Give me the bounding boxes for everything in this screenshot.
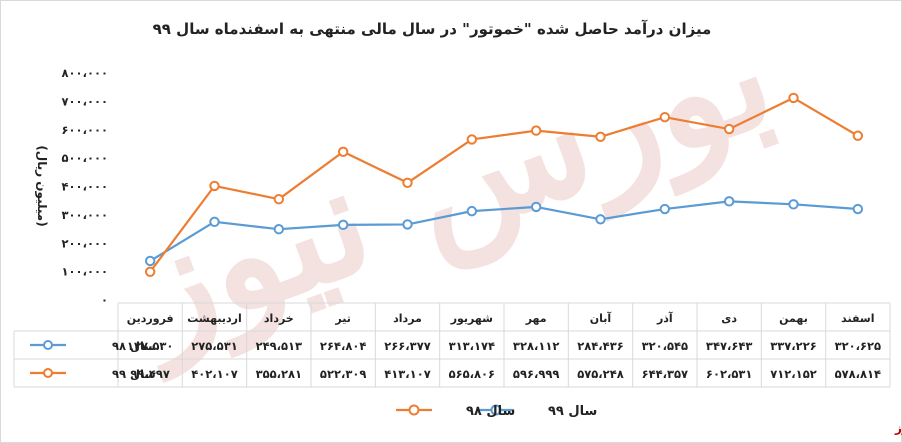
data-point — [402, 219, 413, 230]
data-point — [144, 266, 156, 277]
category-label: فروردین — [127, 312, 174, 325]
table-cell: ۲۴۹،۵۱۳ — [256, 339, 302, 353]
category-label: دی — [721, 312, 737, 325]
table-cell: ۵۲۲،۳۰۹ — [320, 367, 366, 381]
table-cell: ۳۱۳،۱۷۴ — [449, 339, 495, 353]
table-cell: ۶۴۴،۳۵۷ — [642, 367, 688, 381]
table-cell: ۲۸۴،۴۳۶ — [577, 339, 623, 353]
category-label: خرداد — [264, 312, 294, 325]
table-cell: ۵۶۵،۸۰۶ — [449, 367, 495, 381]
legend-marker — [490, 404, 502, 416]
data-point — [466, 134, 478, 145]
category-label: شهریور — [450, 312, 493, 325]
table-cell: ۳۲۸،۱۱۲ — [513, 339, 559, 353]
y-tick-label: ۳۰۰،۰۰۰ — [62, 208, 108, 222]
legend-label: سال ۹۸ — [466, 404, 515, 419]
data-point — [659, 203, 671, 215]
data-point — [852, 203, 864, 215]
y-tick-label: ۰ — [101, 293, 108, 307]
data-point — [466, 205, 478, 217]
table-cell: ۹۹،۴۹۷ — [130, 367, 169, 381]
table-cell: ۲۶۶،۳۷۷ — [384, 339, 430, 353]
data-point — [788, 92, 799, 104]
category-label: آبان — [590, 311, 612, 325]
data-point — [209, 180, 220, 192]
data-point — [273, 224, 285, 235]
data-point — [659, 111, 671, 123]
data-point — [595, 131, 606, 142]
y-tick-label: ۲۰۰،۰۰۰ — [62, 236, 108, 250]
source-label: بورس نیوز — [894, 421, 902, 436]
y-tick-label: ۴۰۰،۰۰۰ — [62, 180, 108, 194]
table-cell: ۶۰۲،۵۳۱ — [706, 367, 752, 381]
table-cell: ۳۴۷،۶۴۳ — [706, 339, 752, 353]
data-point — [337, 146, 349, 157]
y-tick-label: ۵۰۰،۰۰۰ — [62, 151, 108, 165]
category-label: اسفند — [841, 312, 874, 325]
row-header: سال ۹۸ — [112, 339, 156, 353]
y-axis-label: (میلیون ریال) — [34, 145, 49, 226]
legend-label: سال ۹۹ — [548, 404, 597, 419]
category-label: بهمن — [779, 312, 808, 325]
legend-marker — [408, 404, 420, 416]
row-key-marker — [43, 340, 53, 350]
data-point — [530, 125, 542, 136]
table-cell: ۲۷۵،۵۳۱ — [191, 339, 237, 353]
table-cell: ۵۹۶،۹۹۹ — [513, 367, 559, 381]
table-cell: ۲۶۴،۸۰۴ — [320, 339, 366, 353]
data-point — [852, 130, 864, 141]
table-cell: ۳۲۰،۵۴۵ — [642, 339, 688, 353]
category-label: مرداد — [393, 312, 422, 325]
table-cell: ۵۷۸،۸۱۴ — [835, 367, 881, 381]
table-cell: ۴۰۲،۱۰۷ — [191, 367, 237, 381]
data-point — [530, 201, 542, 213]
row-header: سال ۹۹ — [112, 367, 156, 381]
series-line-1 — [149, 200, 858, 262]
data-table: فروردین اردیبهشت خرداد تیر مرداد شهریور مهر آبا… — [13, 302, 891, 388]
data-point — [723, 123, 735, 135]
data-point — [273, 193, 285, 205]
data-point — [209, 216, 220, 228]
y-tick-label: ۶۰۰،۰۰۰ — [62, 123, 108, 137]
data-point — [402, 177, 413, 188]
table-cell: ۷۱۲،۱۵۲ — [770, 367, 816, 381]
table-cell: ۵۷۵،۲۴۸ — [577, 367, 623, 381]
data-point — [337, 219, 349, 231]
category-label: آذر — [656, 311, 673, 325]
y-axis-ticks: ۰ ۱۰۰،۰۰۰ ۲۰۰،۰۰۰ ۳۰۰،۰۰۰ ۴۰۰،۰۰۰ ۵۰۰،۰۰۰ ۶۰۰،… — [62, 66, 108, 307]
data-point — [788, 199, 799, 210]
table-cell: ۳۵۵،۲۸۱ — [256, 367, 302, 381]
y-tick-label: ۸۰۰،۰۰۰ — [62, 66, 108, 80]
table-cell: ۳۲۰،۶۲۵ — [835, 339, 881, 353]
table-cell: ۱۳۷،۵۳۰ — [127, 339, 173, 353]
table-cell: ۳۳۷،۲۲۶ — [770, 339, 816, 353]
data-point — [723, 196, 735, 207]
category-label: مهر — [525, 312, 547, 325]
category-label: اردیبهشت — [187, 312, 241, 325]
legend: سال ۹۸ سال ۹۹ — [396, 404, 597, 419]
chart-title: میزان درآمد حاصل شده "خموتور" در سال مال… — [153, 20, 712, 38]
category-label: تیر — [334, 312, 350, 325]
data-point — [144, 255, 156, 267]
plot-lines — [144, 92, 864, 277]
y-tick-label: ۷۰۰،۰۰۰ — [62, 94, 108, 108]
series-line-2 — [149, 96, 859, 273]
row-key-marker — [43, 368, 53, 378]
data-point — [595, 214, 606, 225]
y-tick-label: ۱۰۰،۰۰۰ — [62, 265, 108, 279]
table-cell: ۴۱۳،۱۰۷ — [384, 367, 430, 381]
